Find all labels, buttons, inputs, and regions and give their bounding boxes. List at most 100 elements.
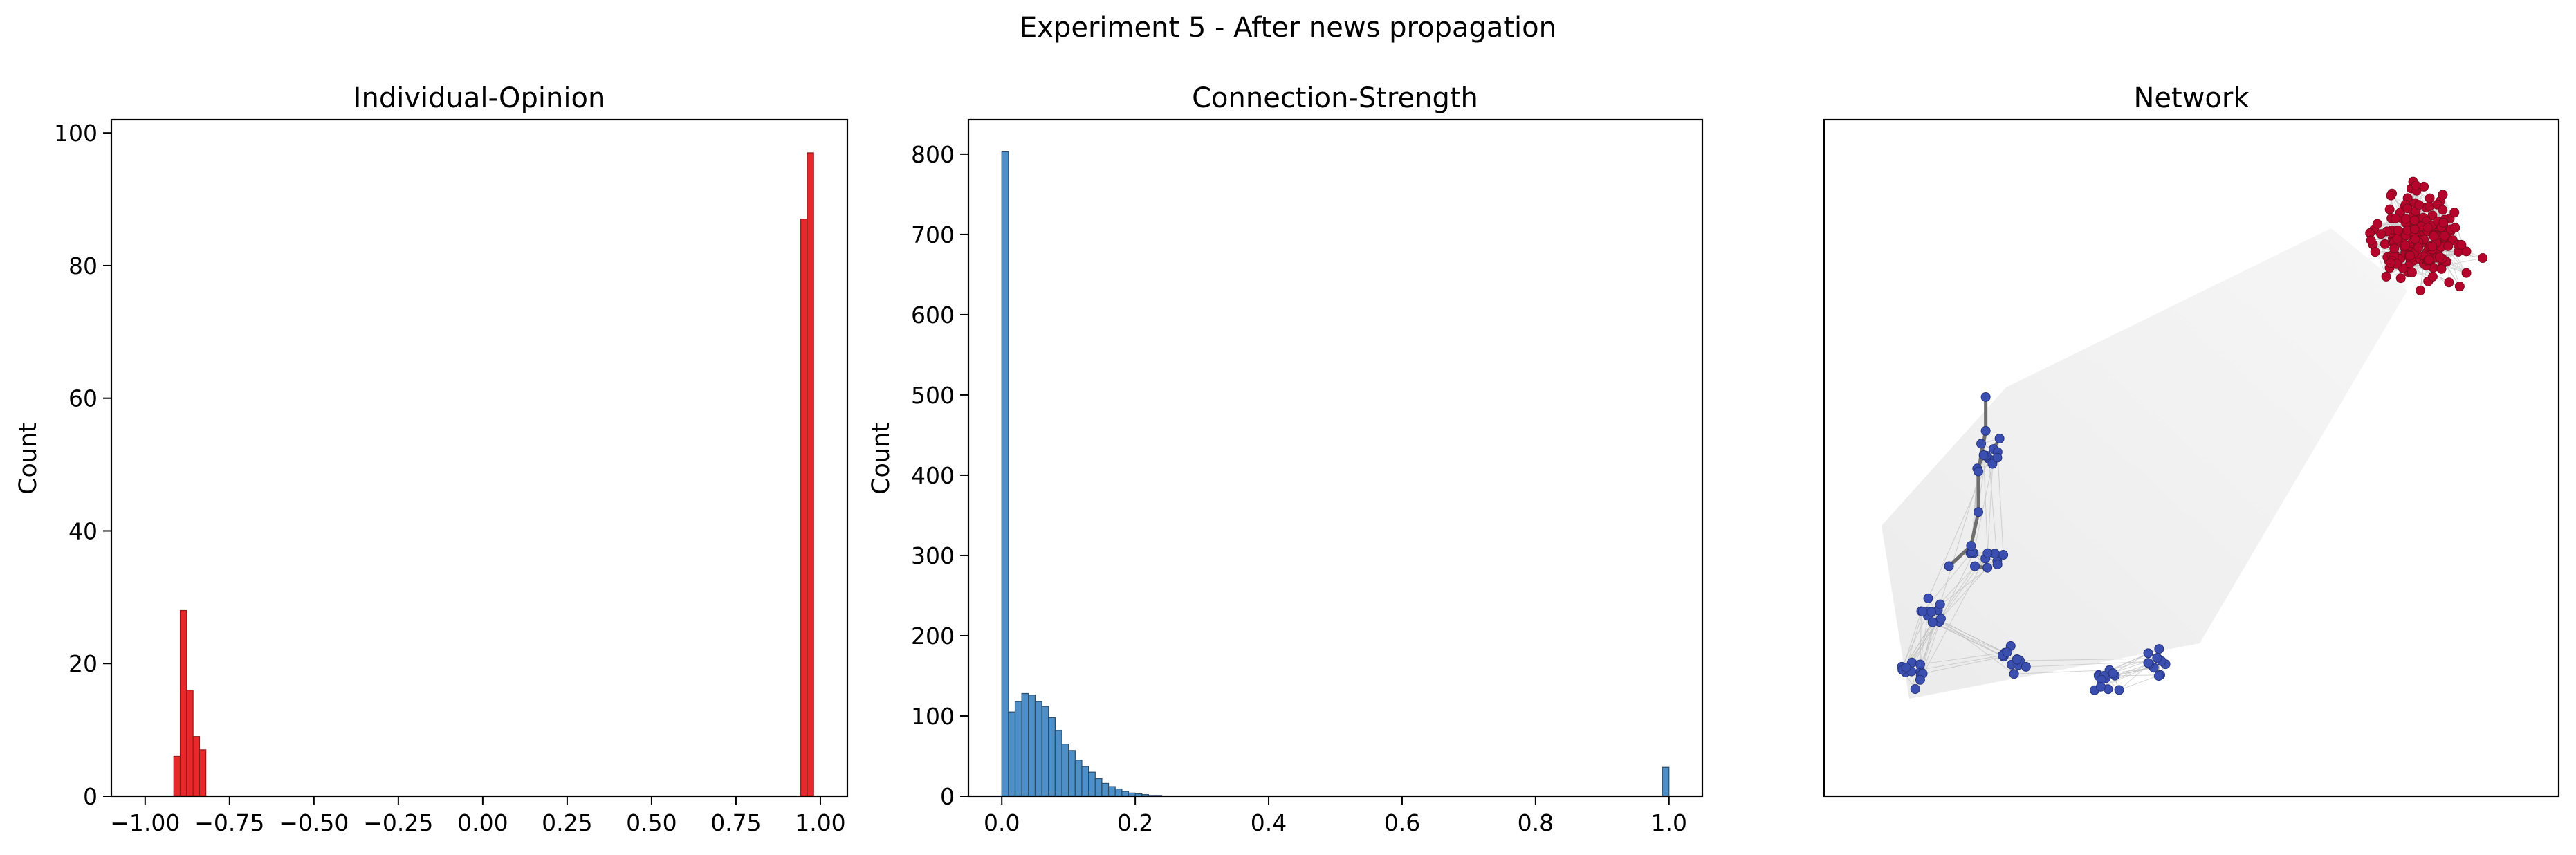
network-edge [2119,663,2150,690]
network-edge [2014,670,2110,674]
plot-frame [110,118,849,798]
x-tick-label: −1.00 [110,809,180,836]
network-node [2404,250,2415,261]
network-node [2384,204,2395,214]
histogram-bar [1068,750,1076,797]
histogram-bar [1014,701,1022,797]
network-node [2443,241,2454,251]
network-node [2366,235,2376,246]
histogram-bar [179,609,187,797]
network-node [1978,450,1989,460]
network-node [2386,190,2396,201]
histogram-bar [199,749,207,797]
network-node [1992,452,2003,463]
network-node [2143,648,2153,659]
network-node [2427,271,2438,282]
y-axis-label: Count [15,423,42,495]
histogram-bar [1074,760,1083,797]
histogram-bar [192,736,200,797]
network-node [2439,230,2449,241]
network-node [2400,240,2411,250]
network-node [2386,258,2396,268]
network-node [2438,205,2448,215]
network-node [1980,425,1991,436]
network-edge [1920,611,1922,665]
x-tick-label: 0.8 [1518,809,1554,836]
network-node [2438,217,2449,228]
histogram-bar [1054,730,1062,797]
histogram-bar [1662,766,1670,797]
network-edge [2115,667,2154,677]
network-edge [1997,452,2004,555]
network-edge [2115,663,2150,677]
y-tick-label: 100 [911,703,955,730]
network-node [1992,560,2003,570]
x-tick-label: 1.00 [795,809,845,836]
y-tick-label: 80 [68,252,98,279]
histogram-bar [1041,706,1049,797]
network-node [2411,181,2421,191]
y-axis-label: Count [867,423,895,495]
network-node [2108,668,2118,679]
network-edge [1902,611,1922,670]
histogram-bar [1001,151,1009,797]
network-node [2409,215,2420,226]
network-node [2395,273,2406,284]
network-edge [1915,553,1988,690]
network-node [2454,282,2465,292]
network-node [2461,246,2472,257]
x-tick-label: 0.00 [457,809,508,836]
network-node [2153,671,2164,681]
network-node [1944,561,1954,571]
network-node [1982,548,1993,558]
x-tick-label: 0.6 [1384,809,1420,836]
network-edge [1906,611,1924,668]
histogram-bar [1107,786,1116,797]
network-node [2434,252,2445,262]
network-node [2143,658,2153,668]
y-tick-label: 40 [68,517,98,544]
histogram-bar [1094,778,1103,797]
network-node [1927,617,1938,627]
bridge-edges [1882,228,2407,699]
network-node [2376,229,2386,239]
network-node [2424,255,2434,265]
network-node [1994,434,2005,444]
network-node [2370,247,2380,257]
network-node [2427,241,2438,252]
figure-title: Experiment 5 - After news propagation [1020,12,1556,44]
network-node [2449,208,2460,218]
network-node [2409,224,2420,235]
histogram-bar [173,755,181,797]
panel-network: Network [1823,82,2560,798]
network-node [2009,669,2019,679]
network-node [1998,550,2009,560]
network-node [2021,661,2031,672]
histogram-bar [1088,771,1096,797]
network-node [1974,507,1984,517]
network-node [2410,234,2420,244]
network-node [2450,223,2460,233]
network-node [1915,674,1925,685]
histogram-bar [1048,717,1056,797]
network-node [1982,562,1993,573]
x-tick-label: −0.25 [363,809,433,836]
y-tick-label: 60 [68,385,98,412]
network-node [2429,231,2439,241]
histogram-bar [1034,701,1042,797]
axis-ticks: 0.0 0.2 0.4 0.6 0.8 1.0 0 100 200 300 400 500 600 700… [911,141,1687,836]
network-node [2402,203,2413,214]
network-node [2389,243,2400,254]
network-node [2425,193,2435,203]
plot-frame [1823,118,2560,798]
panel-individual-opinion: Individual-Opinion Count −1.00 −0.75 −0.50… [15,82,849,836]
histogram-bar [1101,782,1110,797]
network-node [1980,392,1991,402]
network-edge [1922,656,2004,674]
axis-ticks: −1.00 −0.75 −0.50 −0.25 0.00 0.25 0.50 0.75 1.00… [54,120,846,836]
histogram-bar [1061,743,1069,797]
network-node [1974,466,1984,477]
histogram-bar [186,689,194,797]
network-node [2114,685,2124,695]
